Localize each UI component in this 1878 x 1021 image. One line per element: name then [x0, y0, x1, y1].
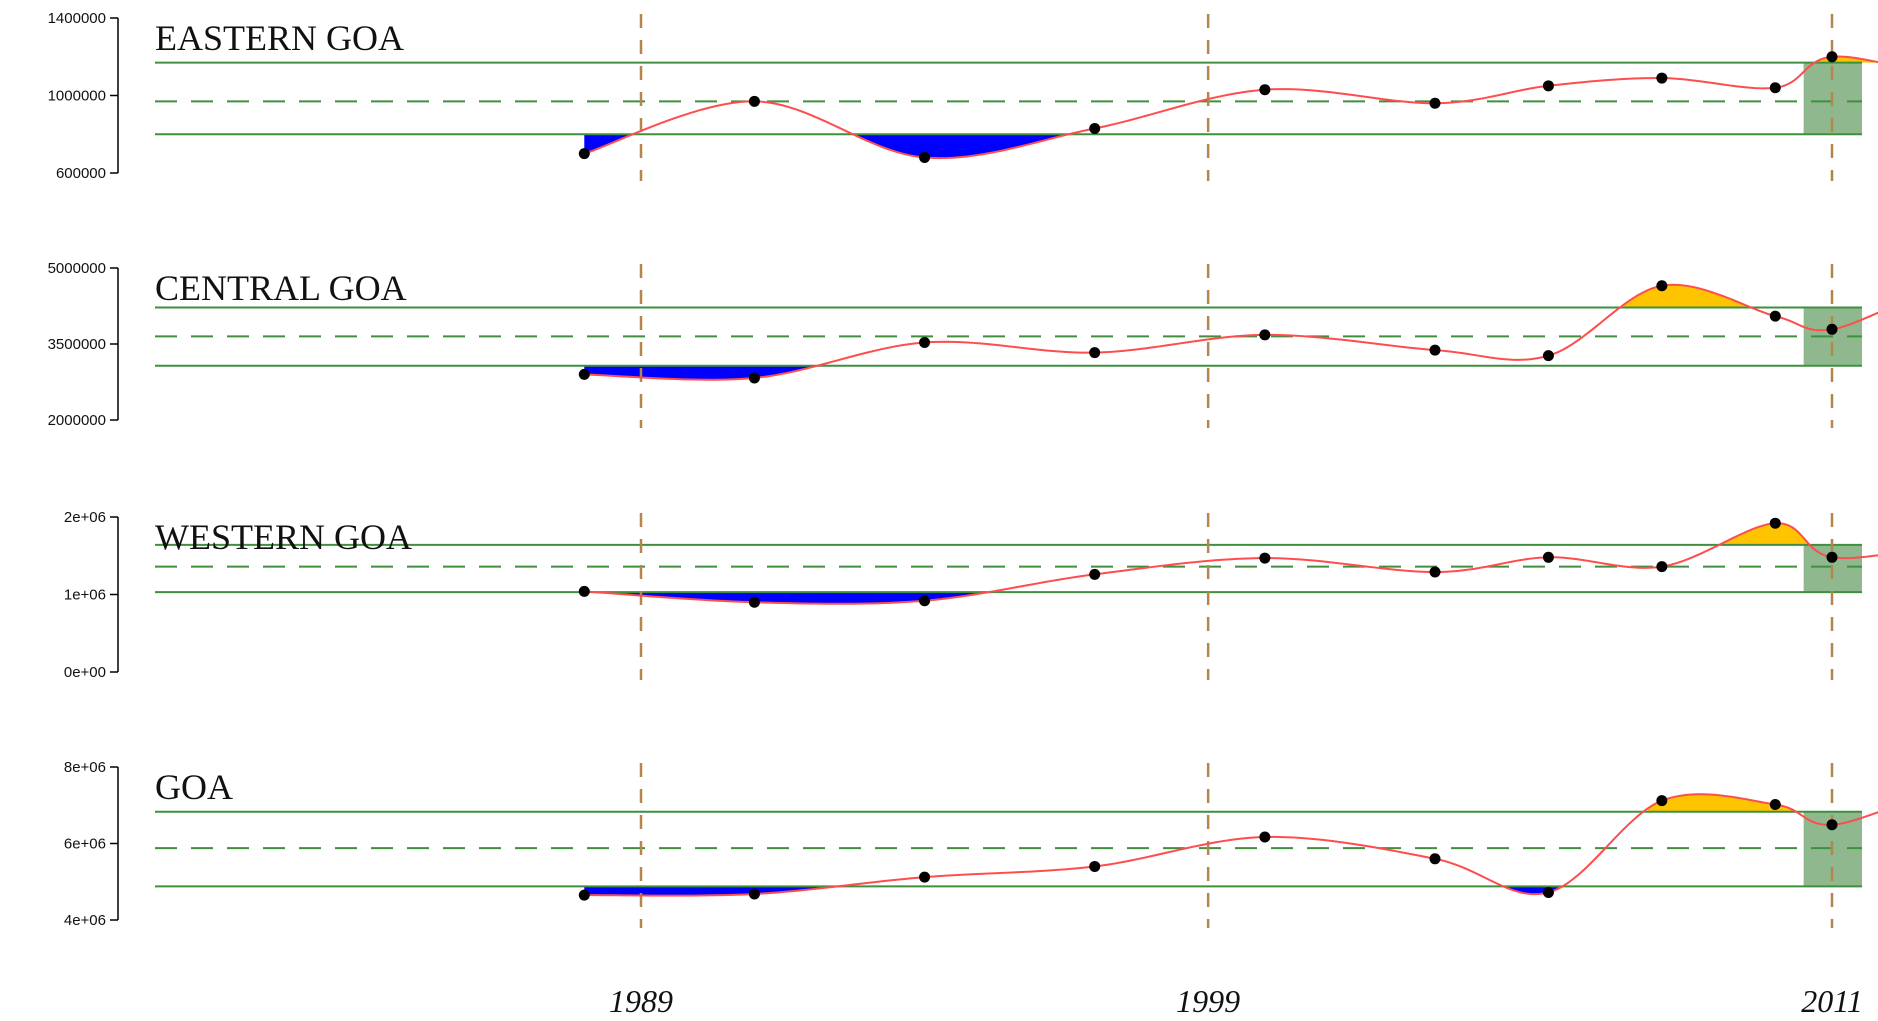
data-point: [578, 368, 590, 380]
y-tick-label: 4e+06: [64, 912, 106, 929]
y-tick-label: 5000000: [48, 260, 106, 277]
y-tick-label: 2e+06: [64, 509, 106, 526]
data-point: [748, 888, 760, 900]
y-tick-label: 600000: [56, 165, 106, 182]
data-point: [1542, 551, 1554, 563]
data-point: [1429, 97, 1441, 109]
panel-central-goa: 2000000 3500000 5000000 CENTRAL GOA: [48, 260, 1878, 429]
data-point: [1429, 566, 1441, 578]
panel-title: WESTERN GOA: [155, 517, 412, 557]
x-year-label: 1999: [1176, 983, 1240, 1019]
y-tick-label: 1000000: [48, 88, 106, 105]
data-point: [1089, 860, 1101, 872]
data-point: [1769, 798, 1781, 810]
data-point: [748, 95, 760, 107]
data-point: [1429, 853, 1441, 865]
data-point: [919, 871, 931, 883]
data-point: [1826, 551, 1838, 563]
below-threshold-fill: [853, 134, 1067, 159]
above-threshold-fill: [1624, 284, 1751, 308]
data-point: [919, 595, 931, 607]
data-point: [1259, 552, 1271, 564]
below-threshold-fill: [584, 886, 833, 896]
data-point: [1769, 82, 1781, 94]
y-tick-label: 1400000: [48, 10, 106, 27]
data-point: [1769, 517, 1781, 529]
y-tick-label: 8e+06: [64, 759, 106, 776]
panel-title: EASTERN GOA: [155, 18, 404, 58]
data-point: [578, 585, 590, 597]
data-point: [748, 372, 760, 384]
data-point: [1542, 886, 1554, 898]
data-point: [1429, 344, 1441, 356]
data-point: [748, 596, 760, 608]
data-point: [1656, 795, 1668, 807]
data-point: [919, 152, 931, 163]
data-point: [578, 889, 590, 901]
y-tick-label: 0e+00: [64, 664, 106, 681]
data-point: [1089, 122, 1101, 134]
panel-title: CENTRAL GOA: [155, 268, 407, 308]
series-curve: [584, 522, 1878, 605]
panel-goa: 4e+06 6e+06 8e+06 GOA: [64, 759, 1878, 929]
data-point: [1656, 280, 1668, 292]
data-point: [1826, 51, 1838, 63]
data-point: [1542, 350, 1554, 362]
data-point: [1259, 831, 1271, 843]
data-point: [1769, 310, 1781, 322]
above-threshold-fill: [1647, 794, 1795, 812]
data-point: [1826, 323, 1838, 335]
x-year-label: 1989: [609, 983, 673, 1019]
y-tick-label: 1e+06: [64, 587, 106, 604]
data-point: [1089, 347, 1101, 359]
below-threshold-fill: [584, 365, 812, 380]
series-curve: [583, 55, 1878, 160]
data-point: [1089, 568, 1101, 580]
panel-eastern-goa: 600000 1000000 1400000 EASTERN GOA: [48, 10, 1878, 182]
data-point: [1656, 72, 1668, 84]
below-threshold-fill: [597, 592, 989, 604]
data-point: [1826, 819, 1838, 831]
data-point: [1259, 329, 1271, 341]
series-curve: [584, 283, 1878, 381]
x-year-label: 2011: [1801, 983, 1863, 1019]
data-point: [1656, 561, 1668, 573]
panel-title: GOA: [155, 767, 233, 807]
data-point: [1259, 84, 1271, 96]
data-point: [919, 336, 931, 348]
data-point: [578, 148, 590, 160]
y-tick-label: 6e+06: [64, 836, 106, 853]
data-point: [1542, 80, 1554, 92]
series-curve: [584, 793, 1878, 897]
panel-western-goa: 0e+00 1e+06 2e+06 WESTERN GOA: [64, 509, 1878, 681]
above-threshold-fill: [1722, 523, 1810, 545]
y-tick-label: 2000000: [48, 412, 106, 429]
y-tick-label: 3500000: [48, 336, 106, 353]
